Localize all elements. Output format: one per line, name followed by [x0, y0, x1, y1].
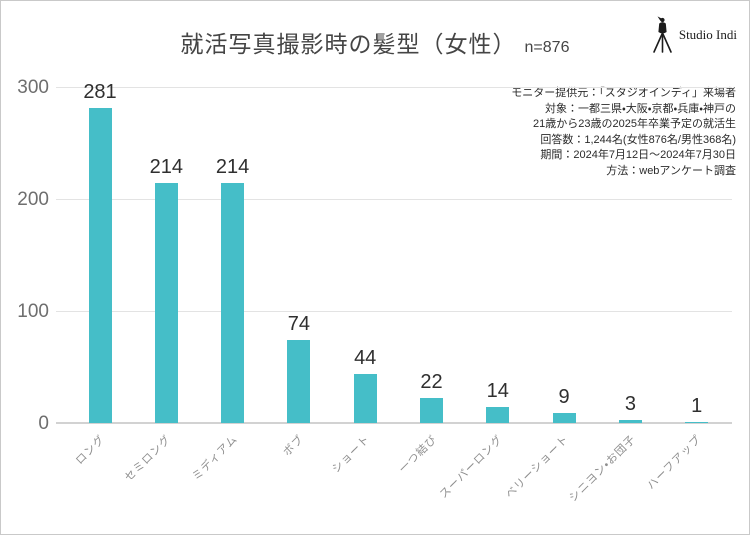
bar-2: [221, 183, 245, 423]
x-axis-label: 一つ結び: [396, 433, 440, 476]
camera-tripod-icon: [650, 15, 675, 55]
meta-line: 対象：一都三県・大阪・京都・兵庫・神戸の: [545, 102, 736, 115]
meta-line: 21歳から23歳の2025年卒業予定の就活生: [533, 118, 736, 131]
x-axis-label: ボブ: [281, 433, 307, 459]
y-axis-tick-label: 300: [17, 77, 49, 98]
gridline-y300: [56, 86, 732, 88]
bar-value-label: 1: [691, 394, 703, 417]
bar-3: [287, 340, 311, 423]
bar-6: [486, 407, 510, 423]
gridline-y100: [56, 310, 732, 312]
bar-value-label: 74: [287, 313, 311, 336]
x-axis-label: セミロング: [122, 433, 174, 485]
y-axis-tick-label: 0: [38, 413, 49, 434]
x-axis-label: ショート: [330, 433, 373, 476]
sample-size: n=876: [524, 39, 570, 56]
bar-value-label: 214: [215, 156, 250, 179]
bar-value-label: 214: [149, 156, 183, 179]
y-axis-tick-label: 200: [17, 189, 49, 210]
x-axis-label: ハーフアップ: [645, 433, 705, 493]
bar-value-label: 44: [354, 346, 377, 369]
x-axis-label: ベリーショート: [503, 433, 572, 501]
gridline-y200: [56, 198, 732, 200]
bar-0: [88, 108, 112, 423]
bar-8: [618, 419, 642, 423]
bar-5: [420, 398, 443, 423]
meta-line: 期間：2024年7月12日～2024年7月30日: [540, 149, 736, 162]
y-axis-tick-label: 100: [17, 301, 49, 322]
x-axis-label: ミディアム: [190, 433, 241, 483]
bar-1: [154, 183, 178, 423]
survey-meta-note: モニター提供元：「スタジオインディ」来場者 対象：一都三県・大阪・京都・兵庫・神…: [511, 86, 736, 180]
bar-9: [685, 421, 709, 423]
x-axis-label: ロング: [73, 433, 108, 468]
bar-4: [353, 373, 377, 423]
meta-line: モニター提供元：「スタジオインディ」来場者: [511, 87, 736, 99]
bar-value-label: 14: [486, 380, 509, 403]
bar-value-label: 281: [83, 81, 117, 104]
page-title: 就活写真撮影時の髪型（女性） n=876: [1, 25, 749, 59]
x-axis-label: スーパーロング: [437, 433, 506, 501]
bar-value-label: 22: [420, 371, 443, 394]
bar-value-label: 3: [624, 392, 636, 415]
meta-line: 方法：webアンケート調査: [606, 164, 736, 177]
studio-indi-logo: Studio Indi: [650, 15, 737, 55]
meta-line: 回答数：1,244名(女性876名/男性368名): [540, 133, 736, 146]
bar-value-label: 9: [558, 385, 570, 408]
chart-title: 就活写真撮影時の髪型（女性）: [180, 31, 517, 57]
bar-7: [552, 412, 576, 423]
x-axis-label: シニヨン・お団子: [566, 433, 638, 505]
logo-text: Studio Indi: [678, 27, 737, 42]
x-axis-baseline: [56, 422, 732, 424]
